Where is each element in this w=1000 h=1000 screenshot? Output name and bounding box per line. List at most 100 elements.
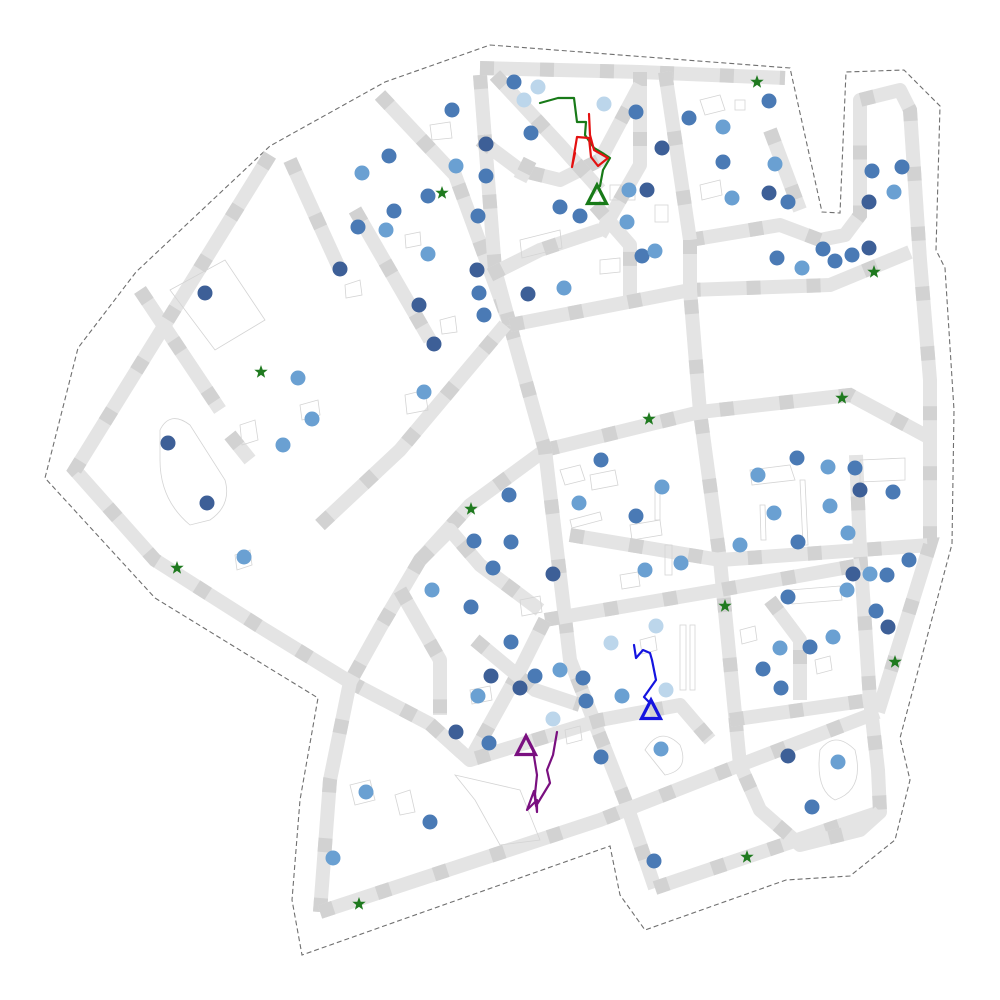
- poi-node-37: [304, 411, 320, 427]
- goal-star-icon-5: [835, 391, 849, 404]
- poi-node-59: [861, 240, 877, 256]
- poi-node-19: [378, 222, 394, 238]
- poi-node-31: [476, 307, 492, 323]
- poi-node-45: [715, 154, 731, 170]
- goal-star-icon-10: [740, 850, 754, 863]
- building-outline-19: [654, 204, 669, 223]
- poi-node-87: [901, 552, 917, 568]
- goal-star-icon-2: [867, 265, 881, 278]
- road-marking-1: [66, 151, 475, 766]
- poi-node-18: [350, 219, 366, 235]
- building-outline-2: [453, 774, 541, 846]
- building-outline-33: [814, 655, 833, 675]
- poi-node-90: [868, 603, 884, 619]
- poi-node-53: [886, 184, 902, 200]
- poi-node-16: [552, 199, 568, 215]
- poi-node-7: [478, 136, 494, 152]
- poi-node-67: [485, 560, 501, 576]
- poi-node-38: [275, 437, 291, 453]
- building-outline-25: [239, 419, 259, 446]
- building-outline-5: [349, 779, 376, 806]
- poi-node-15: [470, 208, 486, 224]
- poi-node-103: [575, 670, 591, 686]
- poi-node-99: [648, 618, 664, 634]
- poi-node-14: [386, 203, 402, 219]
- road-segment-14: [486, 223, 603, 282]
- poi-node-69: [424, 582, 440, 598]
- poi-node-68: [545, 566, 561, 582]
- poi-node-36: [416, 384, 432, 400]
- poi-node-94: [802, 639, 818, 655]
- poi-node-55: [794, 260, 810, 276]
- building-outline-23: [439, 315, 458, 335]
- poi-node-42: [681, 110, 697, 126]
- road-segment-1: [68, 151, 475, 766]
- poi-node-108: [658, 682, 674, 698]
- building-outline-10: [859, 457, 906, 483]
- poi-node-44: [761, 93, 777, 109]
- goal-star-icon-4: [642, 412, 656, 425]
- road-segment-27: [393, 586, 447, 715]
- road-segment-17: [589, 200, 637, 300]
- poi-node-97: [503, 634, 519, 650]
- building-outline-6: [394, 789, 416, 816]
- poi-node-113: [653, 741, 669, 757]
- poi-node-51: [894, 159, 910, 175]
- poi-node-84: [845, 566, 861, 582]
- trajectory-red: [570, 112, 610, 169]
- poi-node-81: [790, 534, 806, 550]
- building-outline-31: [639, 635, 658, 655]
- poi-node-26: [469, 262, 485, 278]
- poi-node-95: [755, 661, 771, 677]
- poi-node-88: [780, 589, 796, 605]
- building-outline-30: [564, 725, 583, 745]
- building-outline-41: [569, 511, 603, 529]
- building-outline-36: [679, 624, 687, 691]
- agent-triangle-icon-blue: [638, 696, 664, 721]
- poi-node-33: [197, 285, 213, 301]
- agent-trajectories: [525, 96, 658, 814]
- road-marking-22: [683, 240, 885, 853]
- building-outline-26: [299, 399, 321, 421]
- poi-node-116: [358, 784, 374, 800]
- map-boundary: [44, 44, 955, 956]
- poi-node-52: [861, 194, 877, 210]
- poi-node-2: [516, 92, 532, 108]
- goal-star-icon-8: [718, 599, 732, 612]
- poi-node-112: [593, 749, 609, 765]
- poi-node-27: [471, 285, 487, 301]
- poi-node-29: [556, 280, 572, 296]
- building-outline-3: [644, 735, 684, 776]
- road-marking-2: [313, 387, 934, 913]
- poi-node-89: [839, 582, 855, 598]
- poi-node-74: [847, 460, 863, 476]
- poi-node-23: [639, 182, 655, 198]
- poi-node-20: [420, 246, 436, 262]
- road-marking-7: [283, 157, 347, 273]
- road-marking-29: [425, 697, 716, 768]
- poi-node-3: [596, 96, 612, 112]
- road-marking-19: [688, 81, 937, 545]
- goal-star-icon-0: [750, 75, 764, 88]
- poi-node-40: [199, 495, 215, 511]
- poi-node-8: [381, 148, 397, 164]
- poi-node-54: [769, 250, 785, 266]
- poi-node-79: [840, 525, 856, 541]
- poi-nodes: [160, 74, 917, 869]
- building-outline-37: [689, 624, 696, 691]
- road-segment-13: [475, 81, 647, 187]
- building-outline-12: [519, 229, 563, 259]
- building-outline-21: [404, 231, 422, 249]
- poi-node-105: [470, 688, 486, 704]
- poi-node-60: [593, 452, 609, 468]
- poi-node-75: [852, 482, 868, 498]
- poi-node-30: [411, 297, 427, 313]
- road-segment-30: [470, 634, 583, 712]
- poi-node-101: [527, 668, 543, 684]
- poi-node-56: [815, 241, 831, 257]
- building-outline-16: [734, 99, 746, 111]
- poi-node-39: [160, 435, 176, 451]
- poi-node-48: [761, 185, 777, 201]
- poi-node-24: [634, 248, 650, 264]
